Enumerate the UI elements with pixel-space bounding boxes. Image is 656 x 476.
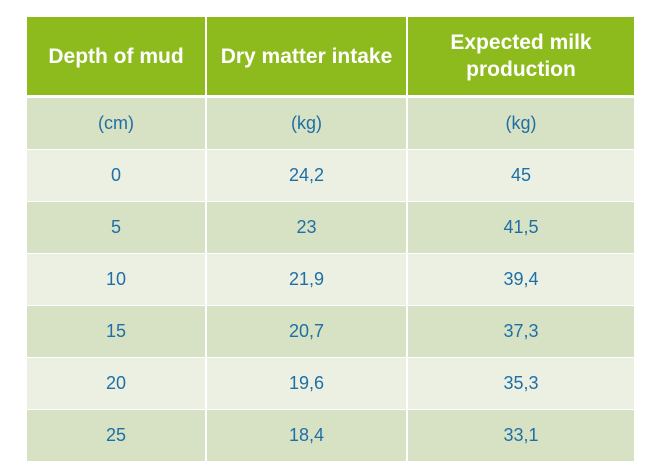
table-row: 5 23 41,5 xyxy=(27,201,634,254)
table-cell: 33,1 xyxy=(407,409,634,461)
table-cell: 37,3 xyxy=(407,305,634,358)
table-cell: 21,9 xyxy=(206,253,408,306)
header-expected-milk-production: Expected milk production xyxy=(407,17,634,98)
unit-cell: (kg) xyxy=(206,96,408,150)
table-row: 15 20,7 37,3 xyxy=(27,305,634,358)
table-cell: 35,3 xyxy=(407,357,634,410)
table-cell: 20 xyxy=(27,357,207,410)
table-cell: 45 xyxy=(407,149,634,202)
table-cell: 18,4 xyxy=(206,409,408,461)
table-cell: 23 xyxy=(206,201,408,254)
header-row: Depth of mud Dry matter intake Expected … xyxy=(27,17,634,98)
unit-cell: (kg) xyxy=(407,96,634,150)
mud-depth-table: Depth of mud Dry matter intake Expected … xyxy=(27,17,634,461)
table-cell: 25 xyxy=(27,409,207,461)
table-cell: 0 xyxy=(27,149,207,202)
header-dry-matter-intake: Dry matter intake xyxy=(206,17,408,98)
table-cell: 41,5 xyxy=(407,201,634,254)
table-cell: 24,2 xyxy=(206,149,408,202)
data-table-container: Depth of mud Dry matter intake Expected … xyxy=(27,17,634,461)
table-row: 0 24,2 45 xyxy=(27,149,634,202)
table-cell: 39,4 xyxy=(407,253,634,306)
table-row: 25 18,4 33,1 xyxy=(27,409,634,461)
unit-cell: (cm) xyxy=(27,96,207,150)
units-row: (cm) (kg) (kg) xyxy=(27,96,634,150)
table-cell: 20,7 xyxy=(206,305,408,358)
table-row: 20 19,6 35,3 xyxy=(27,357,634,410)
table-cell: 5 xyxy=(27,201,207,254)
table-cell: 19,6 xyxy=(206,357,408,410)
table-row: 10 21,9 39,4 xyxy=(27,253,634,306)
table-cell: 15 xyxy=(27,305,207,358)
table-cell: 10 xyxy=(27,253,207,306)
header-depth-of-mud: Depth of mud xyxy=(27,17,207,98)
